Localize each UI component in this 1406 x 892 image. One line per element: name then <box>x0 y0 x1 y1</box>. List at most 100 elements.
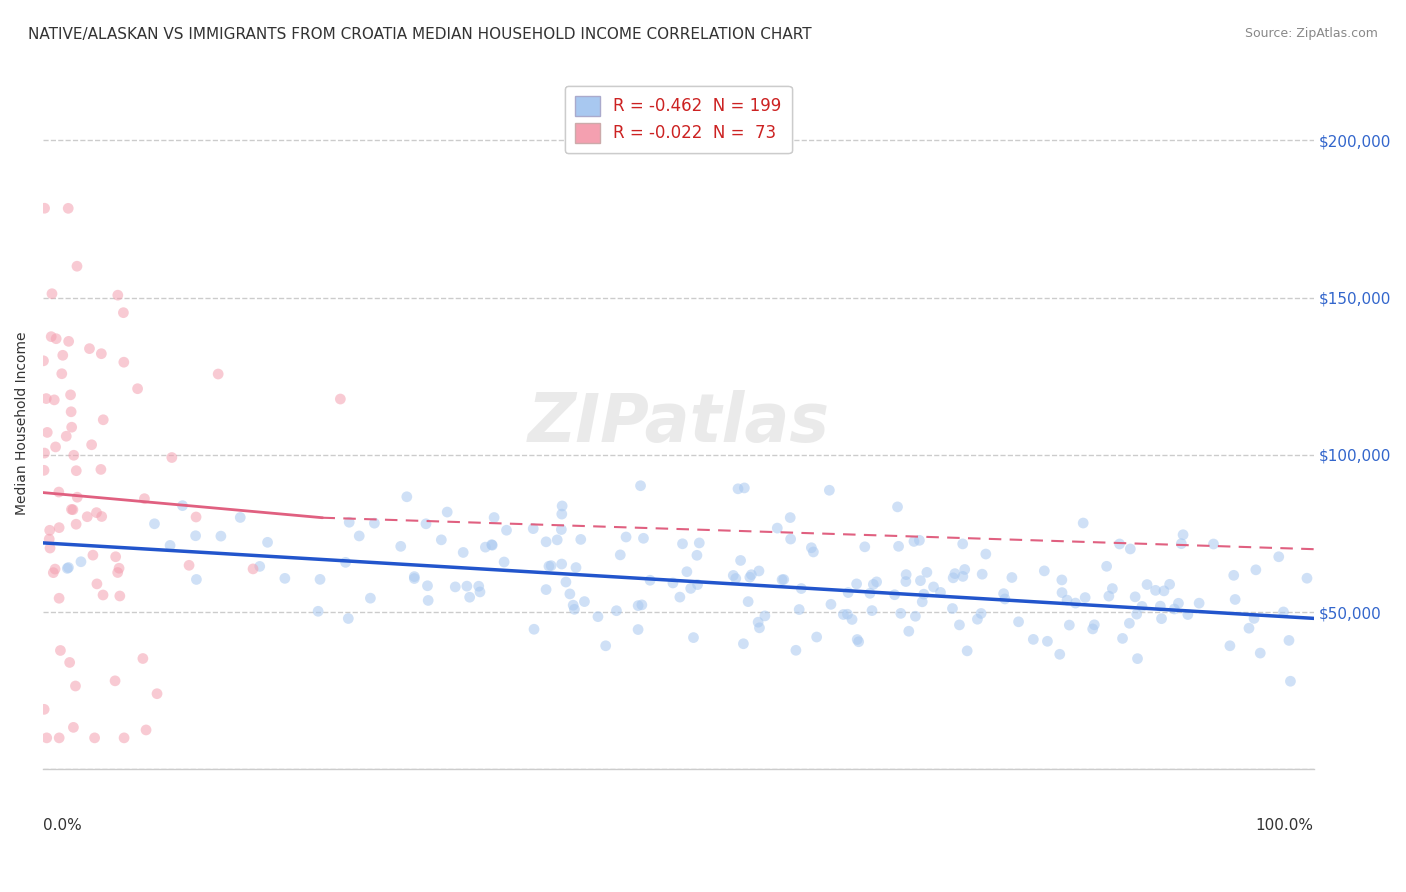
Point <box>249 559 271 574</box>
Point <box>523 622 546 636</box>
Text: Source: ZipAtlas.com: Source: ZipAtlas.com <box>1244 27 1378 40</box>
Point <box>80 438 103 452</box>
Point <box>669 590 692 604</box>
Point <box>134 491 156 506</box>
Point <box>894 574 917 589</box>
Point <box>820 597 842 611</box>
Point <box>686 577 709 591</box>
Point <box>159 538 181 552</box>
Point <box>495 523 517 537</box>
Point <box>35 731 58 745</box>
Point <box>359 591 381 606</box>
Point <box>41 286 63 301</box>
Point <box>49 643 72 657</box>
Point <box>468 585 491 599</box>
Point <box>886 500 908 514</box>
Point <box>55 429 77 443</box>
Point <box>467 579 489 593</box>
Point <box>108 561 131 575</box>
Point <box>42 566 65 580</box>
Point <box>395 490 418 504</box>
Point <box>862 577 884 591</box>
Point <box>104 673 127 688</box>
Point <box>415 516 437 531</box>
Point <box>482 510 505 524</box>
Text: 0.0%: 0.0% <box>44 818 82 833</box>
Point <box>1125 607 1147 622</box>
Point <box>1249 646 1271 660</box>
Point <box>676 565 699 579</box>
Point <box>112 731 135 745</box>
Point <box>127 382 149 396</box>
Point <box>66 490 89 504</box>
Point <box>48 521 70 535</box>
Point <box>540 558 562 573</box>
Point <box>1095 559 1118 574</box>
Point <box>952 569 974 583</box>
Point <box>748 621 770 635</box>
Point <box>1171 527 1194 541</box>
Point <box>337 515 360 529</box>
Point <box>837 585 859 599</box>
Point <box>1036 634 1059 648</box>
Point <box>1101 582 1123 596</box>
Point <box>1167 596 1189 610</box>
Point <box>1149 599 1171 614</box>
Point <box>1153 583 1175 598</box>
Point <box>82 548 104 562</box>
Point <box>551 499 574 513</box>
Point <box>184 529 207 543</box>
Point <box>832 607 855 622</box>
Point <box>627 623 650 637</box>
Point <box>733 481 755 495</box>
Point <box>785 643 807 657</box>
Point <box>627 599 650 613</box>
Point <box>941 601 963 615</box>
Point <box>908 533 931 548</box>
Point <box>631 598 654 612</box>
Point <box>389 539 412 553</box>
Point <box>58 202 80 216</box>
Point <box>45 332 67 346</box>
Point <box>1237 621 1260 635</box>
Point <box>942 571 965 585</box>
Point <box>534 534 557 549</box>
Point <box>44 562 66 576</box>
Point <box>32 463 55 477</box>
Point <box>779 532 801 546</box>
Point <box>859 586 882 600</box>
Point <box>887 539 910 553</box>
Point <box>537 559 560 574</box>
Point <box>90 347 112 361</box>
Point <box>60 502 83 516</box>
Point <box>1170 536 1192 550</box>
Point <box>32 702 55 716</box>
Point <box>1223 592 1246 607</box>
Point <box>451 545 474 559</box>
Point <box>903 534 925 549</box>
Point <box>58 560 80 574</box>
Point <box>966 612 988 626</box>
Point <box>770 573 793 587</box>
Point <box>1001 570 1024 584</box>
Point <box>1064 596 1087 610</box>
Point <box>740 567 762 582</box>
Point <box>766 521 789 535</box>
Point <box>546 533 568 547</box>
Point <box>86 506 108 520</box>
Point <box>1083 617 1105 632</box>
Point <box>186 573 208 587</box>
Point <box>738 570 761 584</box>
Legend: R = -0.462  N = 199, R = -0.022  N =  73: R = -0.462 N = 199, R = -0.022 N = 73 <box>565 86 792 153</box>
Point <box>974 547 997 561</box>
Point <box>1188 596 1211 610</box>
Point <box>605 604 627 618</box>
Point <box>363 516 385 531</box>
Point <box>132 651 155 665</box>
Point <box>841 612 863 626</box>
Point <box>953 562 976 576</box>
Point <box>329 392 352 406</box>
Text: NATIVE/ALASKAN VS IMMIGRANTS FROM CROATIA MEDIAN HOUSEHOLD INCOME CORRELATION CH: NATIVE/ALASKAN VS IMMIGRANTS FROM CROATI… <box>28 27 811 42</box>
Point <box>108 589 131 603</box>
Point <box>1059 618 1081 632</box>
